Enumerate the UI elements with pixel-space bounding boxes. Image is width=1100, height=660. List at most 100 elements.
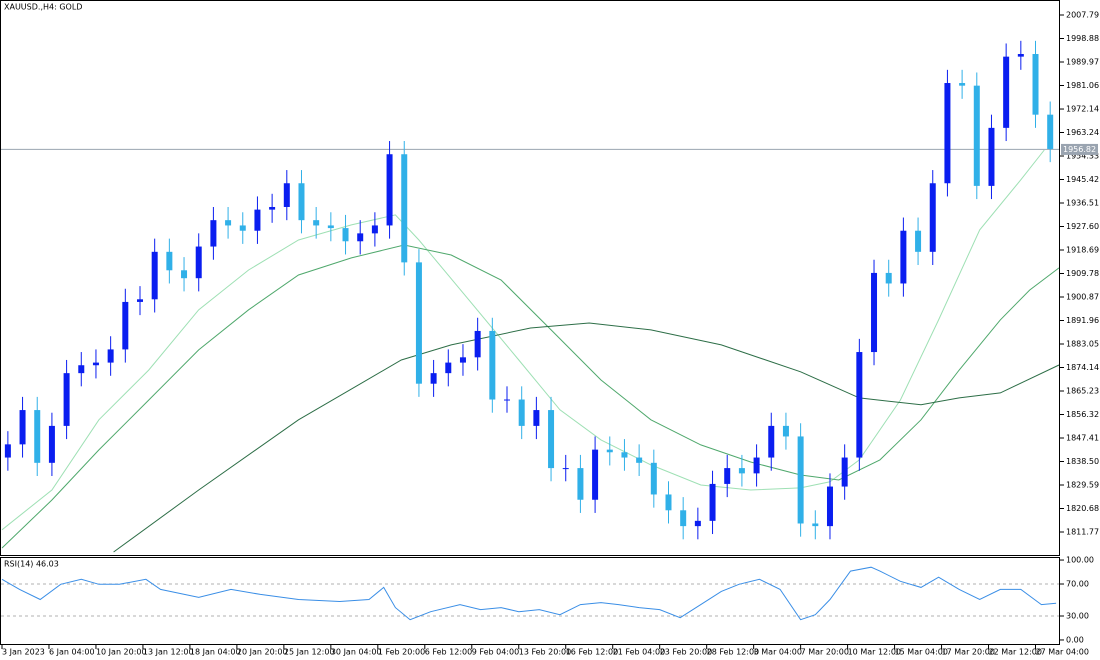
candle-body: [19, 410, 26, 445]
y-tick-label: 1954.33: [1066, 152, 1099, 161]
candle-body: [474, 330, 481, 358]
rsi-y-tick-label: 0.00: [1066, 635, 1084, 644]
candle-body: [34, 410, 41, 463]
candle-body: [1032, 54, 1039, 115]
current-price-tag: [1061, 143, 1098, 155]
candle-body: [900, 230, 907, 284]
x-tick-label: 13 Jan 12:00: [143, 648, 194, 657]
candle-body: [753, 457, 760, 474]
candle-body: [812, 523, 819, 527]
moving-averages: [1, 149, 1060, 553]
candle-body: [195, 246, 202, 279]
y-tick-label: 1883.05: [1066, 340, 1099, 349]
candle-body: [680, 510, 687, 527]
candle-body: [959, 83, 966, 86]
y-tick-label: 2007.79: [1066, 11, 1099, 20]
x-tick-label: 7 Mar 20:00: [801, 648, 849, 657]
candle-body: [48, 425, 55, 463]
x-tick-label: 20 Jan 20:00: [237, 648, 288, 657]
candle-body: [592, 449, 599, 500]
y-tick-label: 1989.97: [1066, 58, 1099, 67]
rsi-line: [1, 566, 1057, 621]
moving-average: [1, 149, 1045, 531]
candle-body: [636, 457, 643, 463]
candle-body: [78, 365, 85, 374]
x-tick-label: 6 Feb 12:00: [425, 648, 472, 657]
candle-body: [826, 486, 833, 527]
candle-body: [929, 183, 936, 252]
rsi-y-tick-label: 30.00: [1066, 611, 1089, 620]
candle-body: [254, 209, 261, 231]
x-tick-label: 16 Feb 12:00: [566, 648, 618, 657]
y-tick-label: 1918.69: [1066, 246, 1099, 255]
y-tick-label: 1847.41: [1066, 434, 1099, 443]
main-panel: [0, 0, 1060, 556]
rsi-y-tick-label: 100.00: [1066, 556, 1094, 565]
x-tick-label: 17 Mar 20:00: [942, 648, 995, 657]
x-tick-label: 3 Mar 04:00: [754, 648, 802, 657]
candle-body: [327, 225, 334, 229]
x-tick-label: 15 Mar 04:00: [895, 648, 948, 657]
candle-body: [239, 225, 246, 231]
candle-body: [1003, 56, 1010, 128]
x-tick-label: 18 Jan 04:00: [190, 648, 241, 657]
candle-body: [342, 228, 349, 242]
candle-body: [269, 206, 276, 210]
candle-body: [136, 299, 143, 302]
x-tick-label: 10 Jan 20:00: [96, 648, 147, 657]
x-tick-label: 25 Jan 12:00: [284, 648, 335, 657]
y-tick-label: 1865.23: [1066, 387, 1099, 396]
chart-title: XAUUSD.,H4: GOLD: [4, 3, 82, 12]
y-tick-label: 1829.59: [1066, 481, 1099, 490]
candle-body: [489, 330, 496, 400]
candle-body: [856, 352, 863, 458]
candle-body: [724, 468, 731, 484]
candle-body: [709, 483, 716, 521]
rsi-y-tick-label: 70.00: [1066, 580, 1089, 589]
candle-body: [401, 154, 408, 263]
candle-body: [577, 468, 584, 500]
candle-body: [181, 270, 188, 279]
candle-body: [973, 85, 980, 186]
y-tick-label: 1927.60: [1066, 222, 1099, 231]
candle-body: [210, 220, 217, 247]
x-tick-label: 13 Feb 20:00: [519, 648, 571, 657]
y-tick-label: 1972.14: [1066, 105, 1099, 114]
x-tick-label: 10 Mar 12:00: [848, 648, 901, 657]
candle-body: [386, 154, 393, 226]
candle-body: [371, 225, 378, 234]
candle-body: [606, 449, 613, 453]
x-tick-label: 6 Jan 04:00: [49, 648, 95, 657]
candle-body: [445, 362, 452, 374]
candle-body: [665, 494, 672, 511]
x-tick-label: 22 Mar 12:00: [989, 648, 1042, 657]
x-tick-label: 23 Feb 20:00: [660, 648, 712, 657]
candle-body: [283, 183, 290, 207]
candle-body: [225, 220, 232, 226]
candle-body: [357, 233, 364, 242]
candle-body: [797, 436, 804, 524]
candle-body: [738, 468, 745, 474]
rsi-panel: [0, 557, 1060, 645]
candle-body: [782, 425, 789, 437]
x-tick-label: 30 Jan 04:00: [331, 648, 382, 657]
candle-body: [504, 399, 511, 401]
y-tick-label: 1820.68: [1066, 504, 1099, 513]
candle-body: [4, 444, 11, 458]
y-tick-label: 1874.14: [1066, 363, 1099, 372]
candle-body: [944, 83, 951, 184]
y-tick-label: 1945.42: [1066, 175, 1099, 184]
candle-body: [548, 410, 555, 469]
candle-body: [415, 262, 422, 384]
y-tick-label: 1856.32: [1066, 410, 1099, 419]
candle-body: [621, 452, 628, 458]
y-tick-label: 1963.24: [1066, 128, 1099, 137]
candle-body: [885, 272, 892, 284]
candle-body: [1017, 54, 1024, 57]
x-tick-label: 28 Feb 12:00: [707, 648, 759, 657]
candle-body: [841, 457, 848, 487]
candle-body: [562, 468, 569, 470]
moving-average: [1, 244, 1060, 549]
candle-body: [107, 349, 114, 363]
